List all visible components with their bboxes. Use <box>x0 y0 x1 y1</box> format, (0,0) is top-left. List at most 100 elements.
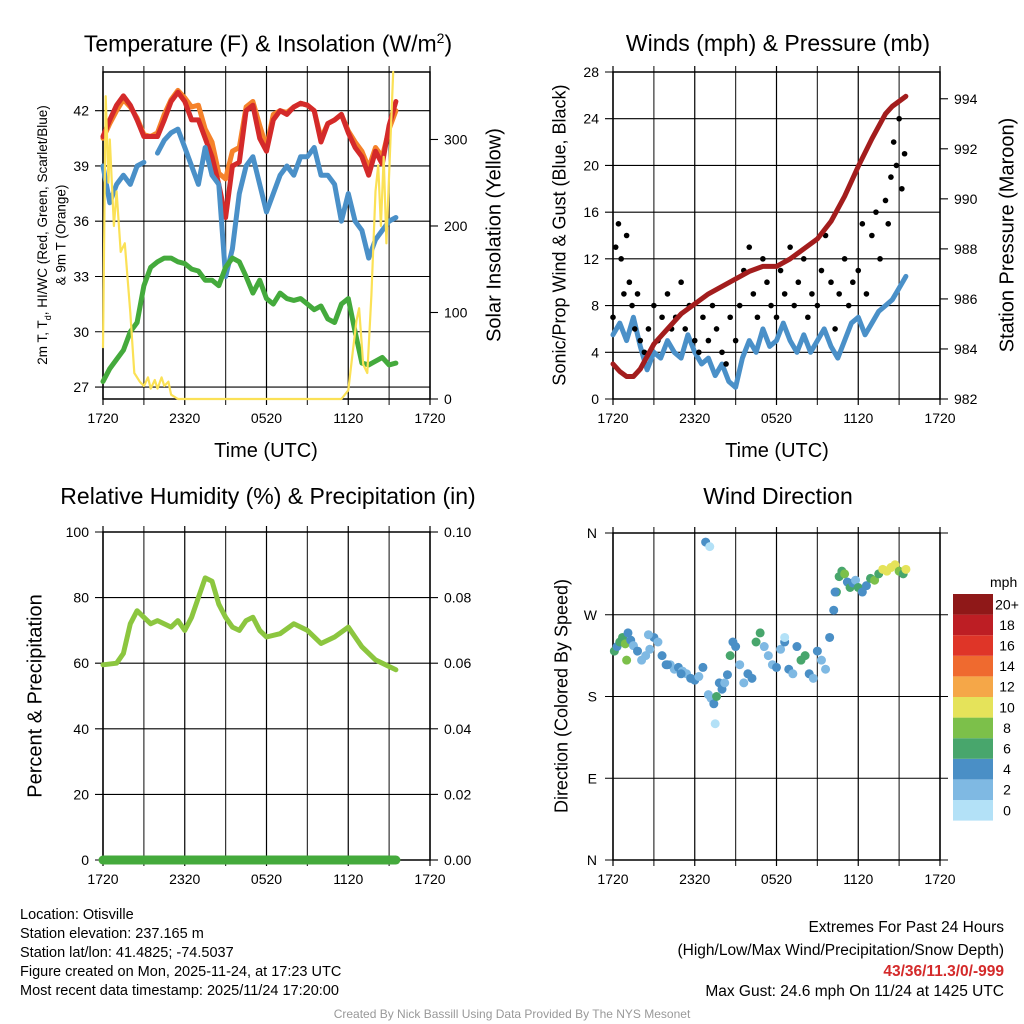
wind-direction-point <box>643 630 653 640</box>
temp-x-tick-label: 2320 <box>169 410 200 426</box>
rh-y-tick-label: 60 <box>73 655 89 671</box>
colorbar-label: 6 <box>1003 741 1011 757</box>
rh-y2-tick-label: 0.00 <box>444 852 471 868</box>
rh-x-tick-label: 0520 <box>251 871 282 887</box>
wind-direction-point <box>821 664 831 674</box>
rh-y-tick-label: 100 <box>66 524 90 540</box>
wind-direction-point <box>808 673 818 683</box>
colorbar-label: 14 <box>999 658 1015 674</box>
wind-series-gust-point <box>877 256 883 262</box>
wind-series-gust-point <box>682 326 689 332</box>
direction-y-tick-label: E <box>588 770 597 786</box>
rh-y-tick-label: 0 <box>81 852 89 868</box>
wind-series-gust-point <box>629 302 635 309</box>
wind-y-tick-label: 24 <box>583 111 599 127</box>
colorbar-label: 18 <box>999 617 1015 633</box>
temp-chart-title: Temperature (F) & Insolation (W/m2) <box>83 30 453 57</box>
wind-direction-point <box>792 642 802 652</box>
wind-direction-point <box>830 587 840 597</box>
wind-direction-point <box>776 644 786 654</box>
rh-x-tick-label: 1120 <box>333 871 363 887</box>
wind-series-gust-point <box>750 291 757 297</box>
wind-series-gust-point <box>901 150 908 157</box>
wind-y2-tick-label: 988 <box>954 241 978 257</box>
wind-direction-point <box>812 646 822 656</box>
wind-series-gust-point <box>781 291 788 297</box>
wind-series-gust-point <box>641 349 648 356</box>
wind-series-gust-point <box>768 302 774 309</box>
wind-series-gust-point <box>859 221 866 227</box>
wind-direction-point <box>857 587 867 597</box>
wind-series-gust-point <box>888 174 894 180</box>
wind-y2-tick-label: 992 <box>954 141 978 157</box>
extremes-legend: (High/Low/Max Wind/Precipitation/Snow De… <box>677 942 1005 959</box>
direction-x-tick-label: 1120 <box>843 871 873 887</box>
wind-series-gust-point <box>623 232 630 239</box>
direction-plot <box>605 527 993 866</box>
wind-series-gust-point <box>809 291 815 297</box>
wind-series-gust-point <box>791 302 798 309</box>
wind-series-gust-point <box>637 337 644 344</box>
wind-series-gust-point <box>723 361 729 367</box>
wind-series-gust-point <box>764 279 770 286</box>
wind-series-gust-point <box>645 326 652 332</box>
temp-y2-tick-label: 300 <box>444 131 468 147</box>
wind-direction-point <box>731 642 741 652</box>
wind-series-gust-point <box>691 337 698 344</box>
wind-direction-point <box>840 569 850 579</box>
wind-direction-point <box>712 692 722 701</box>
wind-series-pressure-line <box>610 93 909 379</box>
wind-plot-frame <box>612 71 941 400</box>
wind-series-gust-point <box>855 267 862 274</box>
colorbar-swatch <box>953 594 993 615</box>
rh-y-tick-label: 80 <box>73 590 89 606</box>
wind-series-gust-point <box>818 267 825 274</box>
extremes-values: 43/36/11.3/0/-999 <box>883 963 1004 980</box>
colorbar-swatch <box>953 655 993 677</box>
rh-y2-tick-label: 0.08 <box>444 590 471 606</box>
wind-y-tick-label: 8 <box>591 298 599 314</box>
wind-direction-point <box>645 644 655 654</box>
temp-y-tick-label: 33 <box>73 268 89 284</box>
wind-direction-point <box>676 669 686 679</box>
temp-y-label: 2m T, Td, HI/WC (Red, Green, Scarlet/Blu… <box>35 105 53 365</box>
credit-text: Created By Nick Bassill Using Data Provi… <box>333 1007 691 1021</box>
rh-y2-tick-label: 0.10 <box>444 524 471 540</box>
colorbar-swatch <box>953 614 993 636</box>
colorbar-swatch <box>953 779 993 800</box>
wind-direction-point <box>623 628 633 638</box>
extremes-heading: Extremes For Past 24 Hours <box>808 919 1004 936</box>
wind-series-gust-point <box>805 314 811 321</box>
colorbar-label: 12 <box>999 679 1015 695</box>
wind-direction-point <box>641 651 651 661</box>
direction-y-tick-label: N <box>587 852 597 868</box>
wind-direction-point <box>825 632 835 642</box>
colorbar-label: 2 <box>1003 782 1011 798</box>
wind-direction-point <box>890 560 900 570</box>
temp-x-tick-label: 1720 <box>414 410 445 426</box>
wind-series-gust-point <box>885 221 892 227</box>
wind-x-label: Time (UTC) <box>725 440 829 462</box>
wind-direction-point <box>622 655 632 665</box>
wind-x-tick-label: 1720 <box>924 410 955 426</box>
temp-x-tick-label: 1720 <box>87 410 118 426</box>
colorbar-swatch <box>953 800 993 821</box>
temp-y-tick-label: 27 <box>73 379 89 395</box>
colorbar-swatch <box>953 758 993 780</box>
wind-direction-point <box>816 655 826 665</box>
wind-series-gust-point <box>787 244 793 250</box>
wind-series-gust-point <box>863 291 870 297</box>
temp-y-label-line2: & 9m T (Orange) <box>53 184 69 286</box>
temp-series-hi-wc-line <box>100 126 399 279</box>
temp-plot <box>95 66 438 405</box>
wind-direction-point <box>747 673 757 683</box>
wind-direction-point <box>633 646 643 656</box>
wind-direction-point <box>751 637 761 647</box>
rh-y2-tick-label: 0.06 <box>444 655 471 671</box>
wind-series-gust-point <box>800 256 807 262</box>
wind-x-tick-label: 2320 <box>679 410 710 426</box>
colorbar-label: 0 <box>1003 802 1011 818</box>
wind-series-gust-point <box>896 115 902 122</box>
colorbar-swatch <box>953 676 993 697</box>
